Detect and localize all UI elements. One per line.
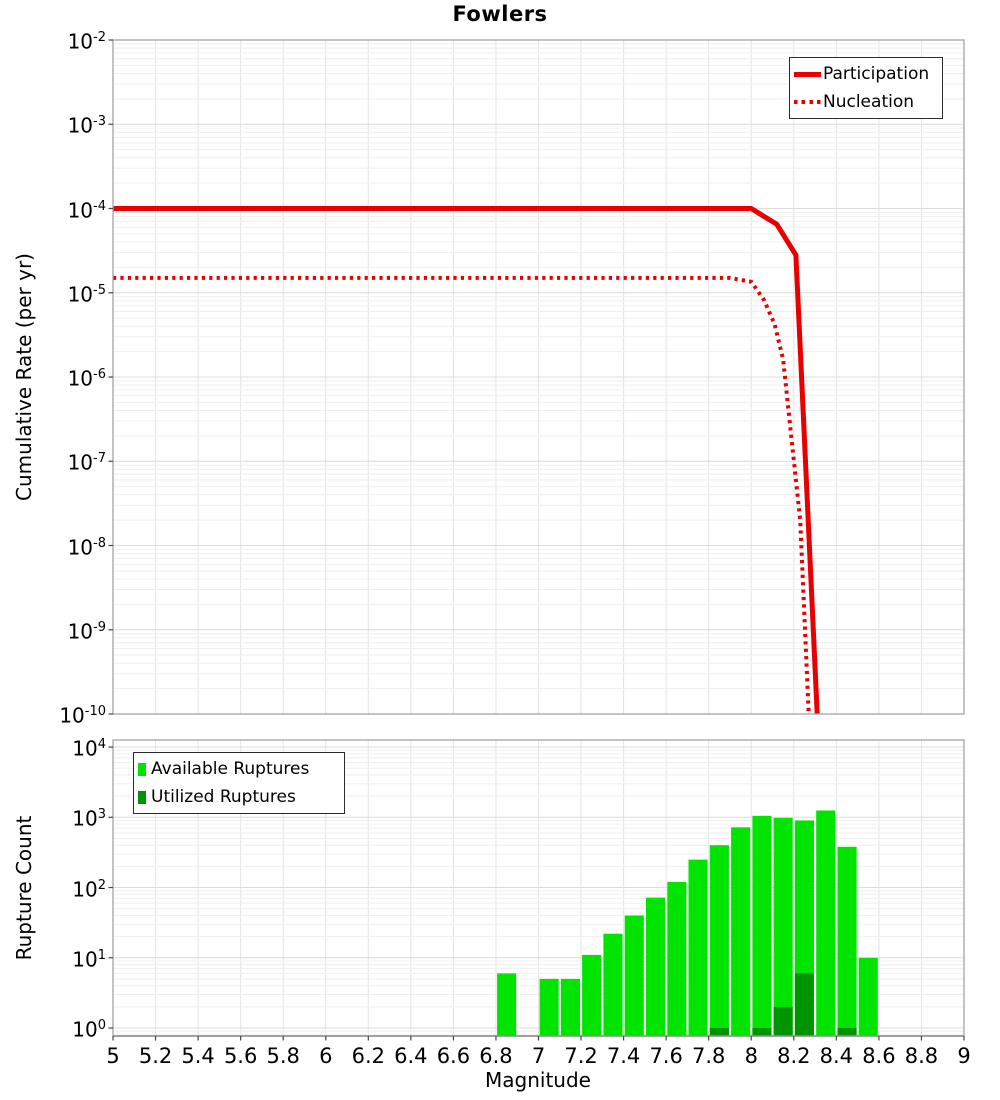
y-tick-label: 10-2	[67, 29, 106, 54]
x-tick-label: 7.2	[564, 1044, 598, 1068]
bar-available	[731, 827, 751, 1036]
nucleation-line	[113, 275, 811, 714]
y-tick-label: 10-4	[67, 198, 106, 223]
bar-available	[709, 845, 729, 1036]
bar-utilized	[794, 973, 814, 1036]
bar-available	[539, 978, 559, 1036]
x-tick-label: 8.8	[904, 1044, 939, 1068]
legend-row-utilized: Utilized Ruptures	[138, 783, 339, 811]
y-tick-label: 100	[72, 1017, 106, 1042]
x-tick-label: 5.4	[181, 1044, 215, 1068]
x-tick-label: 8.4	[819, 1044, 854, 1068]
y-tick-label: 104	[72, 736, 106, 761]
x-tick-label: 7.6	[649, 1044, 683, 1068]
x-tick-label: 6.4	[394, 1044, 428, 1068]
legend-label-nucleation: Nucleation	[823, 92, 915, 112]
legend-label-available: Available Ruptures	[151, 759, 310, 779]
y-tick-label: 10-8	[67, 535, 106, 560]
x-tick-label: 5.6	[223, 1044, 258, 1068]
y-tick-label: 10-5	[67, 282, 106, 307]
x-tick-label: 8.6	[862, 1044, 896, 1068]
legend-label-utilized: Utilized Ruptures	[151, 787, 296, 807]
x-tick-label: 9	[957, 1044, 971, 1068]
legend-label-participation: Participation	[823, 64, 930, 84]
participation-line	[113, 206, 820, 714]
rate-legend: Participation Nucleation	[789, 57, 943, 119]
x-tick-label: 7.4	[606, 1044, 641, 1068]
bar-available	[688, 859, 708, 1036]
bar-available	[646, 897, 666, 1036]
bottom-plot	[112, 740, 965, 1036]
bar-available	[582, 954, 602, 1036]
legend-row-nucleation: Nucleation	[794, 88, 937, 116]
bar-available	[858, 957, 878, 1036]
bar-utilized	[709, 1028, 729, 1036]
bar-available	[837, 846, 857, 1036]
bar-available	[667, 882, 687, 1036]
bar-available	[752, 815, 772, 1036]
bar-utilized	[752, 1028, 772, 1036]
bar-available	[560, 978, 580, 1036]
top-plot	[112, 39, 965, 715]
bar-available	[773, 817, 793, 1036]
rupture-legend: Available Ruptures Utilized Ruptures	[133, 752, 345, 814]
utilized-ruptures-marker	[138, 790, 146, 804]
y-tick-label: 10-7	[67, 450, 106, 475]
participation-line-marker	[794, 71, 821, 77]
legend-row-participation: Participation	[794, 60, 937, 88]
y-tick-label: 10-3	[67, 113, 106, 138]
bar-available	[603, 933, 623, 1036]
x-tick-label: 8.2	[777, 1044, 811, 1068]
y-tick-label: 10-10	[59, 703, 106, 728]
x-tick-label: 6.6	[436, 1044, 471, 1068]
x-axis-title: Magnitude	[485, 1068, 591, 1092]
bar-utilized	[837, 1028, 857, 1036]
legend-row-available: Available Ruptures	[138, 755, 339, 783]
y-tick-label: 101	[72, 947, 106, 972]
y-tick-label: 102	[72, 877, 106, 902]
x-tick-label: 5	[106, 1044, 120, 1068]
y-tick-label: 10-9	[67, 619, 106, 644]
x-tick-label: 8	[744, 1044, 758, 1068]
y-tick-label: 103	[72, 806, 106, 831]
x-tick-label: 7.8	[691, 1044, 726, 1068]
bar-available	[624, 915, 644, 1036]
chart-title: Fowlers	[452, 2, 548, 26]
y-tick-label: 10-6	[67, 366, 106, 391]
x-tick-label: 6	[319, 1044, 333, 1068]
available-ruptures-marker	[138, 762, 146, 776]
bar-available	[816, 810, 836, 1036]
x-tick-label: 6.8	[479, 1044, 513, 1068]
bar-available	[497, 973, 517, 1036]
nucleation-line-marker	[794, 100, 821, 104]
bar-utilized	[773, 1006, 793, 1036]
x-tick-label: 5.2	[138, 1044, 173, 1068]
x-tick-label: 6.2	[351, 1044, 385, 1068]
x-tick-label: 5.8	[266, 1044, 300, 1068]
x-tick-label: 7	[531, 1044, 546, 1068]
utilized-bars	[709, 973, 857, 1036]
